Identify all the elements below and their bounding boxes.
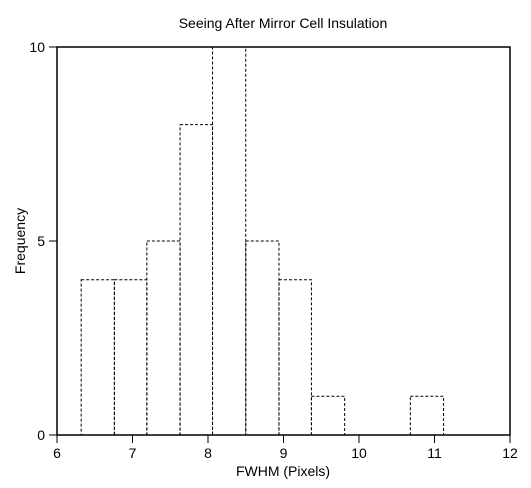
histogram-bar-3 (179, 124, 214, 436)
x-axis-ticks: 6 7 8 9 10 11 12 (53, 435, 518, 461)
histogram-bar-0 (80, 279, 115, 436)
histogram-bar-5 (245, 240, 280, 436)
y-tick-label-2: 10 (29, 39, 45, 55)
plot-frame (56, 46, 511, 436)
y-tick-label-0: 0 (37, 427, 45, 443)
histogram-bar-8 (409, 395, 445, 436)
chart-title: Seeing After Mirror Cell Insulation (179, 15, 388, 31)
y-tick-label-1: 5 (37, 233, 45, 249)
x-tick-label-5: 11 (427, 445, 442, 461)
x-tick-label-0: 6 (53, 445, 61, 461)
x-tick-label-2: 8 (204, 445, 212, 461)
histogram-bar-2 (146, 240, 181, 436)
histogram-bar-1 (113, 279, 148, 436)
y-axis-label: Frequency (12, 208, 28, 274)
histogram-bar-4 (212, 46, 247, 436)
x-tick-label-6: 12 (502, 445, 518, 461)
x-axis-label: FWHM (Pixels) (236, 463, 330, 479)
bars-layer (80, 46, 445, 436)
x-tick-label-3: 9 (280, 445, 288, 461)
histogram-bar-6 (278, 279, 312, 436)
x-tick-label-4: 10 (351, 445, 367, 461)
x-tick-label-1: 7 (129, 445, 137, 461)
histogram-bar-7 (310, 395, 346, 436)
y-axis-ticks: 0 5 10 (29, 39, 57, 443)
